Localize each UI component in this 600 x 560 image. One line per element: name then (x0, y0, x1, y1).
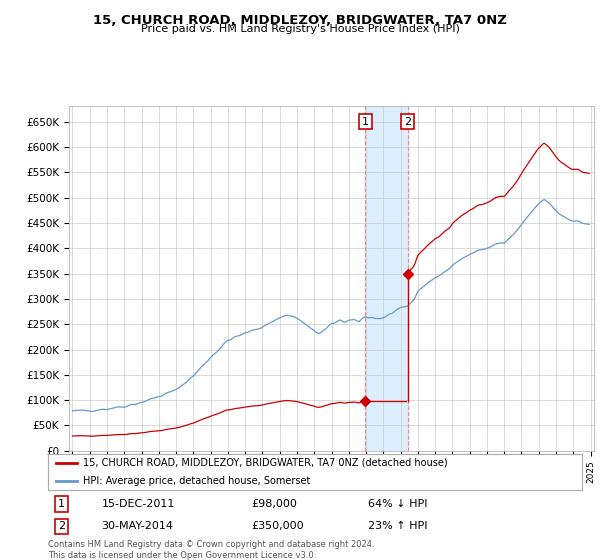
Text: 30-MAY-2014: 30-MAY-2014 (101, 521, 173, 531)
Text: 64% ↓ HPI: 64% ↓ HPI (368, 499, 428, 509)
Text: Price paid vs. HM Land Registry's House Price Index (HPI): Price paid vs. HM Land Registry's House … (140, 24, 460, 34)
Text: £350,000: £350,000 (251, 521, 304, 531)
Text: 15-DEC-2011: 15-DEC-2011 (101, 499, 175, 509)
Text: Contains HM Land Registry data © Crown copyright and database right 2024.
This d: Contains HM Land Registry data © Crown c… (48, 540, 374, 560)
Text: 23% ↑ HPI: 23% ↑ HPI (368, 521, 428, 531)
Text: 1: 1 (58, 499, 65, 509)
Bar (365, 106, 408, 451)
Text: HPI: Average price, detached house, Somerset: HPI: Average price, detached house, Some… (83, 476, 310, 486)
Text: 1: 1 (362, 116, 369, 127)
Text: 15, CHURCH ROAD, MIDDLEZOY, BRIDGWATER, TA7 0NZ (detached house): 15, CHURCH ROAD, MIDDLEZOY, BRIDGWATER, … (83, 458, 448, 468)
Text: 2: 2 (58, 521, 65, 531)
Text: £98,000: £98,000 (251, 499, 297, 509)
Text: 15, CHURCH ROAD, MIDDLEZOY, BRIDGWATER, TA7 0NZ: 15, CHURCH ROAD, MIDDLEZOY, BRIDGWATER, … (93, 14, 507, 27)
Text: 2: 2 (404, 116, 411, 127)
